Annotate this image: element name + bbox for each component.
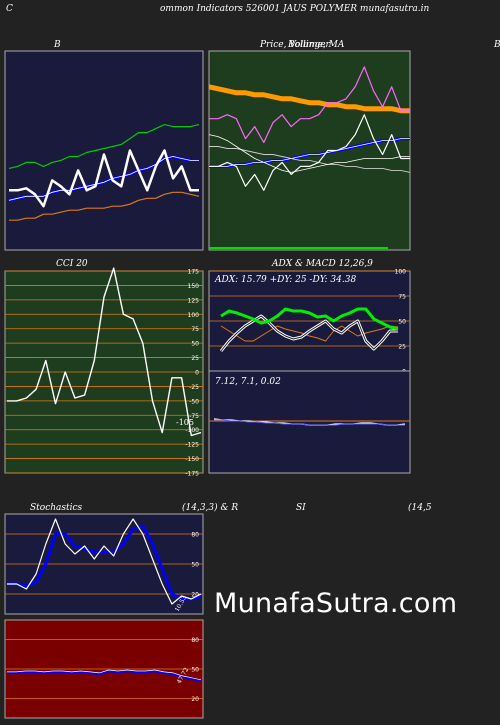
rsi-panel-title: SI (296, 503, 306, 513)
price-panel-title-overlay: Bollinger (288, 40, 330, 50)
rsi-line (7, 669, 202, 683)
price-line (209, 114, 410, 191)
cci-tick-100-label: 100 (188, 312, 200, 319)
rsi-tick-20-label: 20 (191, 696, 199, 703)
cci-tick--150-label: -150 (185, 456, 199, 463)
bb-panel-title: B (54, 40, 61, 50)
watermark: MunafaSutra.com (214, 588, 458, 619)
stoch-d-line (7, 524, 202, 601)
right-clipped-title: B (494, 40, 500, 50)
adx-readout: ADX: 15.79 +DY: 25 -DY: 34.38 (215, 275, 357, 285)
macd-panel (208, 370, 411, 474)
stoch-tick-50-label: 50 (191, 562, 199, 569)
rsi-params: (14,5 (408, 503, 432, 513)
stoch-params: (14,3,3) & R (182, 503, 239, 513)
cci-tick--125-label: -125 (185, 442, 199, 449)
cci-tick--100-label: -100 (185, 427, 199, 434)
cci-tick--25-label: -25 (189, 384, 199, 391)
stoch-tick-80-label: 80 (191, 532, 199, 539)
bb-price-line (9, 149, 199, 208)
rsi-line-core (7, 669, 202, 681)
header-left-letter: C (6, 4, 13, 14)
rsi-tick-50-label: 50 (191, 667, 199, 674)
adx-panel-title: ADX & MACD 12,26,9 (272, 259, 373, 269)
stoch-panel-title: Stochastics (30, 503, 83, 513)
price-lower-band (208, 134, 410, 173)
cci-tick-75-label: 75 (191, 326, 199, 333)
cci-tick-150-label: 150 (188, 283, 200, 290)
cci-tick--50-label: -50 (189, 398, 199, 405)
stoch-tick-20-label: 20 (191, 592, 199, 599)
cci-line (7, 267, 202, 437)
cci-tick-0-label: 0 (195, 370, 199, 377)
cci-last-value: -105 (176, 418, 194, 427)
macd-readout: 7.12, 7.1, 0.02 (215, 377, 281, 387)
price-bb-middle-core (209, 138, 410, 167)
bb-panel (4, 50, 204, 251)
price-panel-title: Price, Volume, MA (260, 40, 345, 50)
adx-plus-dy (220, 325, 399, 342)
stoch-k-line (7, 518, 202, 605)
bb-lower-band (9, 191, 200, 221)
cci-tick-125-label: 125 (188, 297, 200, 304)
adx-tick-100-label: 100 (395, 269, 407, 276)
adx-line (220, 307, 399, 331)
cci-tick--175-label: -175 (185, 471, 199, 478)
cci-tick-25-label: 25 (191, 355, 199, 362)
adx-minus-dy-core (220, 315, 398, 352)
cci-tick-175-label: 175 (188, 269, 200, 276)
adx-tick-75-label: 75 (398, 294, 406, 301)
cci-tick-50-label: 50 (191, 341, 199, 348)
price-ma-grey (209, 146, 411, 173)
adx-tick-25-label: 25 (398, 344, 406, 351)
adx-tick-50-label: 50 (398, 319, 406, 326)
price-ma-pink (209, 66, 410, 144)
cci-panel-title: CCI 20 (56, 259, 88, 269)
header-title: ommon Indicators 526001 JAUS POLYMER mun… (160, 4, 430, 14)
macd-signal (214, 419, 405, 426)
rsi-tick-80-label: 80 (191, 637, 199, 644)
bb-upper-band (8, 123, 200, 169)
price-ma-orange (208, 84, 410, 114)
cci-tick--75-label: -75 (189, 413, 199, 420)
